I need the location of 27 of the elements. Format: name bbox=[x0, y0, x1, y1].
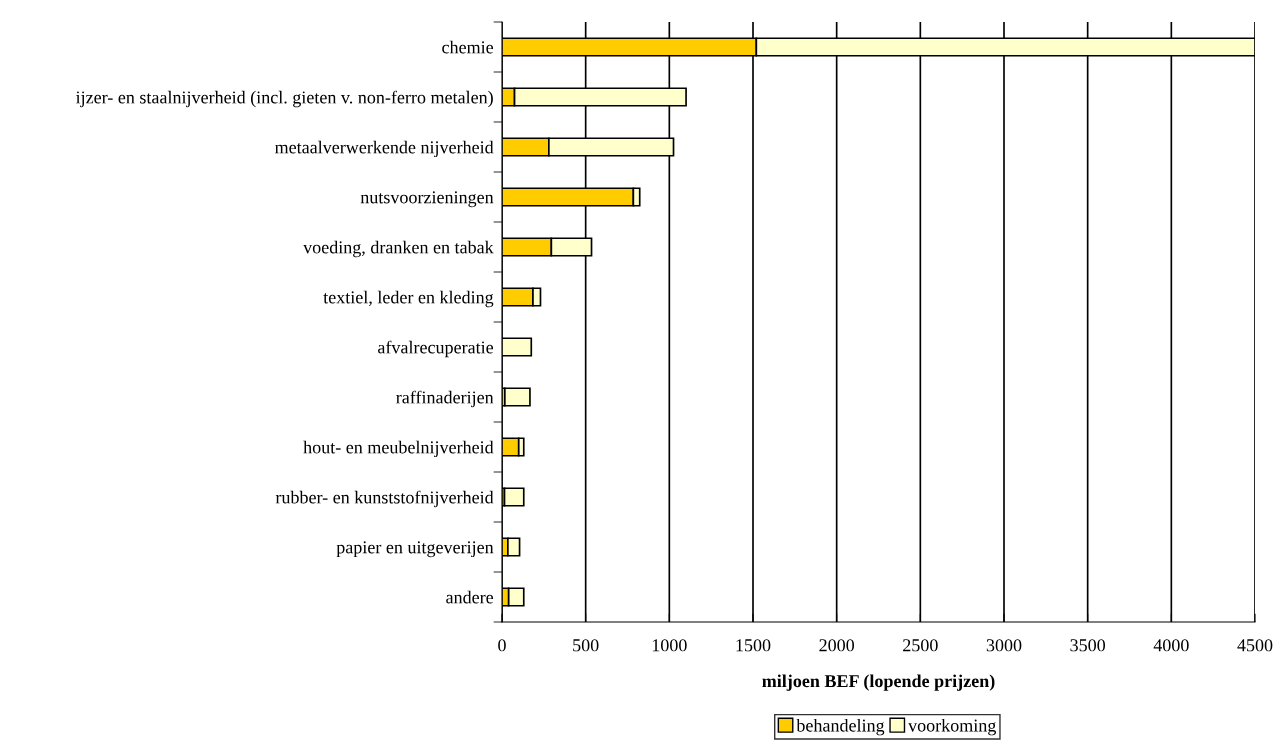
bar bbox=[503, 487, 525, 507]
x-tick-label: 2500 bbox=[903, 639, 938, 652]
bar bbox=[504, 387, 531, 407]
y-tick-label: raffinaderijen bbox=[396, 390, 494, 408]
y-tick-label: nutsvoorzieningen bbox=[360, 191, 494, 208]
y-tick-label: hout- en meubelnijverheid bbox=[303, 440, 494, 458]
x-tick-label: 4500 bbox=[1237, 639, 1273, 652]
x-tick-label: 1500 bbox=[736, 639, 771, 652]
y-tick-label: rubber- en kunststofnijverheid bbox=[275, 490, 494, 508]
y-tick-label: voeding, dranken en tabak bbox=[303, 240, 494, 258]
x-tick-label: 0 bbox=[498, 639, 506, 652]
y-tick-label: textiel, leder en kleding bbox=[323, 290, 494, 308]
x-tick-label: 1000 bbox=[652, 639, 687, 652]
y-tick-label: chemie bbox=[442, 40, 494, 54]
y-tick-label: afvalrecuperatie bbox=[378, 340, 494, 358]
y-tick-label: andere bbox=[446, 590, 494, 604]
x-axis-title: miljoen BEF (lopende prijzen) bbox=[762, 674, 995, 691]
x-tick-label: 3000 bbox=[986, 639, 1022, 652]
y-tick-label: papier en uitgeverijen bbox=[336, 541, 494, 558]
x-tick-label: 500 bbox=[573, 639, 599, 652]
x-tick-label: 4000 bbox=[1153, 639, 1189, 652]
legend-label: behandeling bbox=[796, 718, 885, 736]
y-tick-label: metaalverwerkende nijverheid bbox=[274, 140, 494, 158]
x-tick-label: 2000 bbox=[819, 639, 855, 652]
y-tick-label: ijzer- en staalnijverheid (incl. gieten v. non-ferro metalen) bbox=[75, 90, 493, 108]
legend-label: voorkoming bbox=[908, 718, 997, 736]
x-tick-label: 3500 bbox=[1070, 639, 1106, 652]
